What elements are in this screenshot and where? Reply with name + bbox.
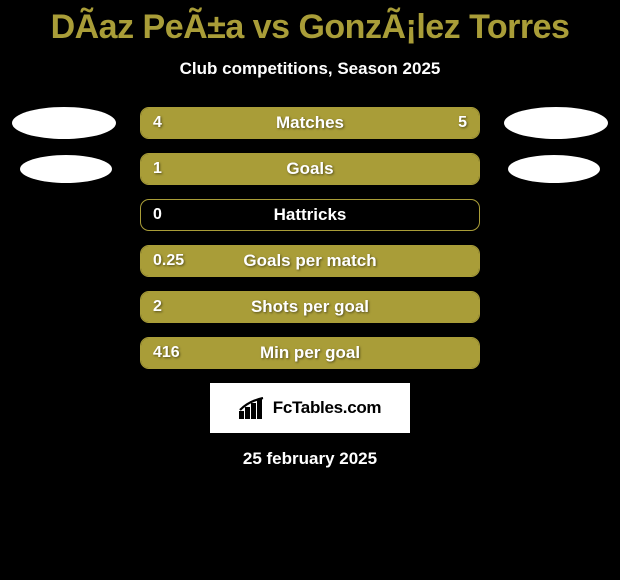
- stat-row: 416Min per goal: [0, 337, 620, 369]
- footer-date: 25 february 2025: [0, 449, 620, 469]
- stat-bar: 1Goals: [140, 153, 480, 185]
- logo-text: FcTables.com: [273, 398, 382, 418]
- stat-label: Min per goal: [141, 338, 479, 368]
- stat-label: Shots per goal: [141, 292, 479, 322]
- stat-row: 45Matches: [0, 107, 620, 139]
- stat-bar: 0Hattricks: [140, 199, 480, 231]
- stat-label: Hattricks: [141, 200, 479, 230]
- player-avatar-right: [504, 107, 608, 139]
- comparison-card: DÃ­az PeÃ±a vs GonzÃ¡lez Torres Club com…: [0, 0, 620, 469]
- player-avatar-left: [20, 155, 112, 183]
- page-title: DÃ­az PeÃ±a vs GonzÃ¡lez Torres: [0, 8, 620, 47]
- fctables-logo-icon: [239, 397, 267, 419]
- subtitle: Club competitions, Season 2025: [0, 59, 620, 79]
- stat-row: 0Hattricks: [0, 199, 620, 231]
- stat-label: Goals: [141, 154, 479, 184]
- stat-label: Goals per match: [141, 246, 479, 276]
- stat-bar: 0.25Goals per match: [140, 245, 480, 277]
- stat-row: 2Shots per goal: [0, 291, 620, 323]
- stat-bar: 45Matches: [140, 107, 480, 139]
- player-avatar-right: [508, 155, 600, 183]
- stat-label: Matches: [141, 108, 479, 138]
- player-avatar-left: [12, 107, 116, 139]
- logo-box[interactable]: FcTables.com: [210, 383, 410, 433]
- stat-row: 1Goals: [0, 153, 620, 185]
- stat-row: 0.25Goals per match: [0, 245, 620, 277]
- stat-bar: 2Shots per goal: [140, 291, 480, 323]
- stat-bar: 416Min per goal: [140, 337, 480, 369]
